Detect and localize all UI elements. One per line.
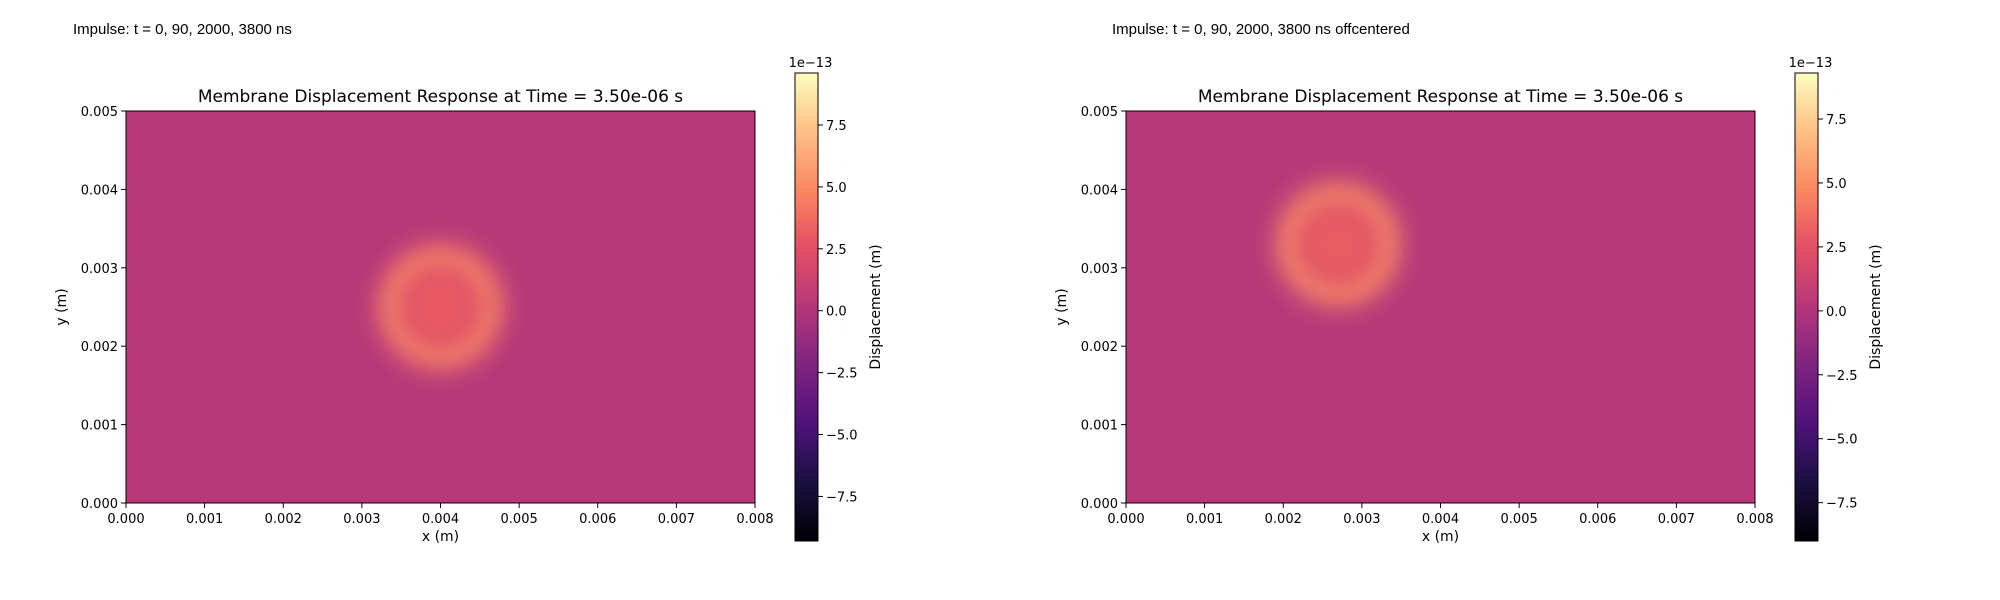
x-tick-label: 0.004 (1422, 512, 1459, 527)
heatmap-core (1298, 204, 1379, 285)
heatmap-ring (1277, 183, 1400, 306)
colorbar-tick-label: 7.5 (826, 119, 847, 134)
colorbar-tick-label: −5.0 (1826, 433, 1858, 448)
colorbar-tick-label: 5.0 (826, 181, 847, 196)
y-axis-label: y (m) (54, 288, 70, 325)
y-tick-label: 0.001 (1081, 419, 1118, 434)
x-tick-label: 0.006 (579, 512, 616, 527)
left-figure-panel: Impulse: t = 0, 90, 2000, 3800 ns 0.000 0… (54, 21, 884, 545)
colorbar-tick-label: −2.5 (1826, 369, 1858, 384)
colorbar-tick-label: 2.5 (826, 243, 847, 258)
x-tick-label: 0.003 (1343, 512, 1380, 527)
figure-caption: Impulse: t = 0, 90, 2000, 3800 ns (73, 21, 292, 38)
y-tick-label: 0.001 (81, 419, 118, 434)
colorbar-tick-label: 5.0 (1826, 177, 1847, 192)
colorbar-multiplier: 1e−13 (789, 56, 833, 71)
x-tick-label: 0.002 (265, 512, 302, 527)
x-tick-label: 0.002 (1265, 512, 1302, 527)
colorbar-tick-label: 2.5 (1826, 241, 1847, 256)
x-tick-label: 0.007 (1658, 512, 1695, 527)
y-tick-label: 0.002 (1081, 340, 1118, 355)
colorbar-tick-label: 7.5 (1826, 113, 1847, 128)
colorbar-tick-label: −7.5 (1826, 497, 1858, 512)
x-tick-label: 0.008 (1736, 512, 1773, 527)
y-tick-label: 0.004 (1081, 183, 1118, 198)
heatmap-background (1126, 111, 1755, 503)
y-axis-label: y (m) (1054, 288, 1070, 325)
y-tick-label: 0.003 (1081, 262, 1118, 277)
x-tick-label: 0.001 (186, 512, 223, 527)
heatmap-features (1277, 183, 1400, 306)
x-tick-label: 0.005 (1501, 512, 1538, 527)
x-tick-label: 0.000 (1107, 512, 1144, 527)
colorbar-tick-label: 0.0 (826, 305, 847, 320)
colorbar-label: Displacement (m) (1868, 244, 1884, 369)
colorbar-label: Displacement (m) (868, 244, 884, 369)
y-tick-label: 0.005 (1081, 105, 1118, 120)
colorbar-tick-label: −7.5 (826, 490, 858, 505)
colorbar-tick-label: 0.0 (1826, 305, 1847, 320)
x-tick-label: 0.000 (107, 512, 144, 527)
y-tick-label: 0.005 (81, 105, 118, 120)
plot-title: Membrane Displacement Response at Time =… (1198, 87, 1683, 107)
colorbar-tick-label: −2.5 (826, 367, 858, 382)
y-tick-label: 0.000 (1081, 497, 1118, 512)
heatmap-features (379, 246, 502, 368)
right-figure-panel: Impulse: t = 0, 90, 2000, 3800 ns offcen… (1000, 0, 2000, 600)
x-axis-label: x (m) (422, 529, 459, 545)
heatmap-core (400, 266, 481, 348)
y-tick-label: 0.004 (81, 183, 118, 198)
x-tick-label: 0.006 (1579, 512, 1616, 527)
x-tick-label: 0.004 (422, 512, 459, 527)
colorbar (1794, 72, 1819, 542)
y-tick-label: 0.003 (81, 262, 118, 277)
heatmap-ring (379, 246, 502, 368)
heatmap-chart-right: 0.000 0.001 0.002 0.003 0.004 0.005 0.006 0.007… (1054, 56, 1884, 545)
colorbar (794, 72, 819, 542)
x-tick-label: 0.007 (658, 512, 695, 527)
colorbar-tick-label: −5.0 (826, 429, 858, 444)
colorbar-multiplier: 1e−13 (1789, 56, 1833, 71)
x-tick-label: 0.008 (736, 512, 773, 527)
x-tick-label: 0.005 (501, 512, 538, 527)
plot-title: Membrane Displacement Response at Time =… (198, 87, 683, 107)
x-tick-label: 0.003 (343, 512, 380, 527)
figure-caption: Impulse: t = 0, 90, 2000, 3800 ns offcen… (1112, 21, 1410, 38)
x-axis-label: x (m) (1422, 529, 1459, 545)
x-tick-label: 0.001 (1186, 512, 1223, 527)
heatmap-chart-left: 0.000 0.001 0.002 0.003 0.004 0.005 0.006 0.007… (54, 56, 884, 545)
y-tick-label: 0.002 (81, 340, 118, 355)
y-tick-label: 0.000 (81, 497, 118, 512)
